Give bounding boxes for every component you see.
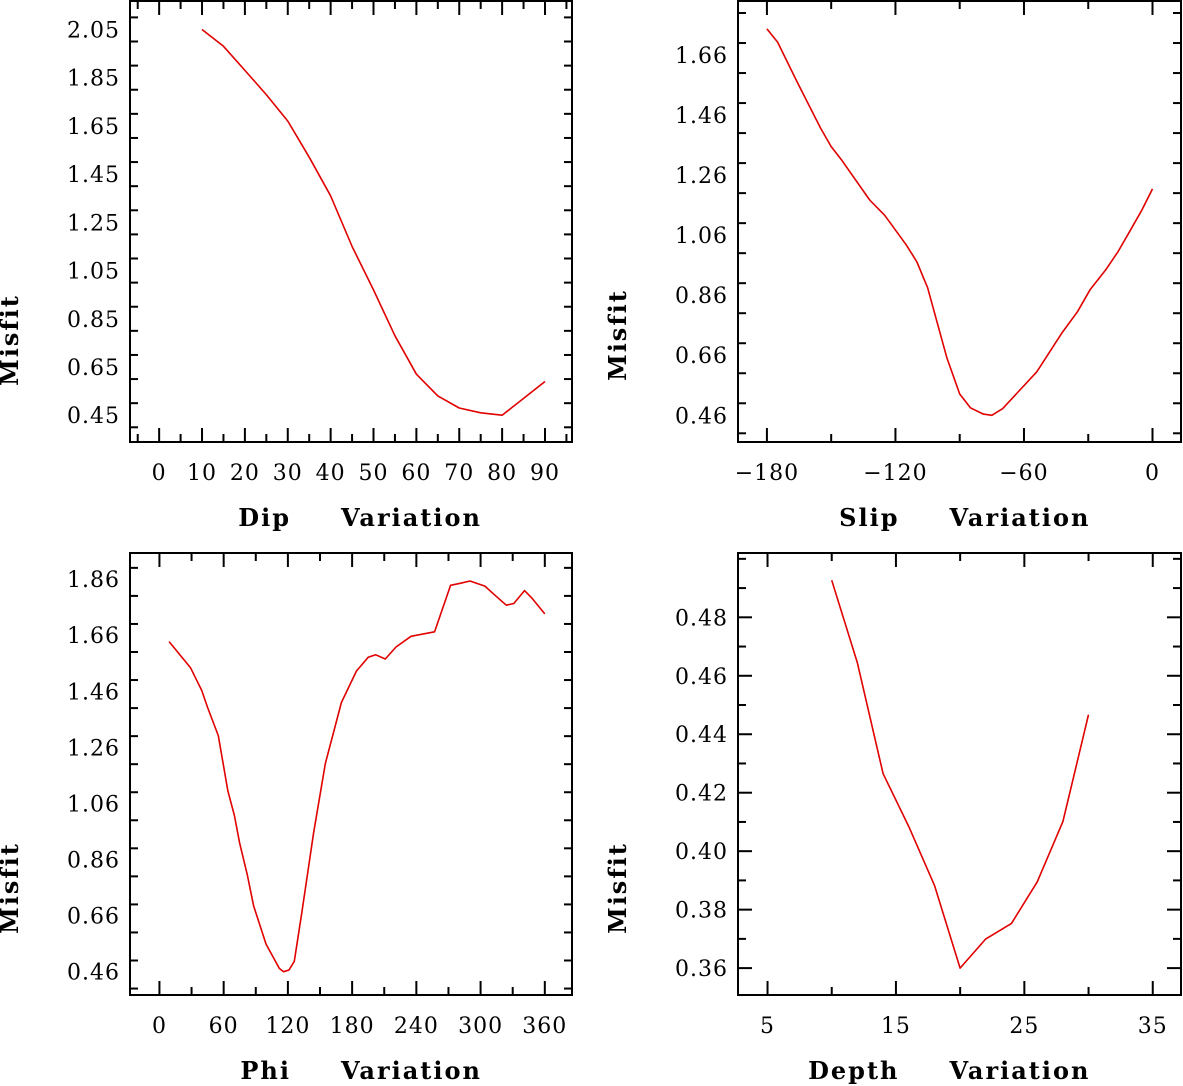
y-tick-label: 0.86 xyxy=(67,849,120,874)
y-tick-label: 1.26 xyxy=(675,164,728,189)
x-tick-label: −180 xyxy=(735,461,799,486)
y-tick-label: 1.86 xyxy=(67,568,120,593)
y-tick-label: 0.86 xyxy=(675,284,728,309)
y-tick-label: 1.46 xyxy=(67,680,120,705)
y-axis-label: Misfit xyxy=(0,842,24,934)
y-tick-label: 0.46 xyxy=(675,665,728,690)
y-tick-label: 2.05 xyxy=(67,18,120,43)
y-tick-label: 1.45 xyxy=(67,163,120,188)
y-tick-label: 0.48 xyxy=(675,606,728,631)
y-tick-label: 0.42 xyxy=(675,782,728,807)
x-tick-label: 5 xyxy=(760,1014,775,1039)
x-tick-label: 180 xyxy=(330,1014,375,1039)
misfit-line-slip xyxy=(766,28,1154,417)
x-axis-label-parameter: Slip xyxy=(839,503,899,532)
x-tick-label: 360 xyxy=(522,1014,567,1039)
x-tick-label: 60 xyxy=(401,461,431,486)
y-tick-label: 1.66 xyxy=(675,44,728,69)
y-tick-label: 0.40 xyxy=(675,840,728,865)
x-tick-label: −60 xyxy=(999,461,1048,486)
y-tick-label: 1.66 xyxy=(67,624,120,649)
plot-frame xyxy=(737,552,1182,996)
y-tick-label: 1.65 xyxy=(67,115,120,140)
y-tick-label: 1.46 xyxy=(675,104,728,129)
misfit-line-dip xyxy=(201,28,546,417)
x-tick-label: 0 xyxy=(1145,461,1160,486)
y-tick-label: 0.38 xyxy=(675,899,728,924)
y-tick-label: 1.06 xyxy=(67,792,120,817)
x-tick-label: 80 xyxy=(487,461,517,486)
panel-slip: 0.46 0.66 0.86 1.06 1.26 1.46 1.66 −180 −120 −60 0… xyxy=(603,0,1182,532)
x-axis-label-variation: Variation xyxy=(949,503,1091,532)
y-tick-label: 0.85 xyxy=(67,308,120,333)
y-tick-label: 0.65 xyxy=(67,356,120,381)
y-axis-label: Misfit xyxy=(603,842,632,934)
y-tick-label: 0.45 xyxy=(67,404,120,429)
y-axis-label: Misfit xyxy=(0,294,24,386)
x-tick-label: 35 xyxy=(1138,1014,1168,1039)
y-tick-label: 1.05 xyxy=(67,260,120,285)
y-axis-label: Misfit xyxy=(603,289,632,381)
x-tick-label: 0 xyxy=(152,461,167,486)
panel-phi: 0.46 0.66 0.86 1.06 1.26 1.46 1.66 1.86 0 60 120 18… xyxy=(0,552,573,1085)
x-tick-label: 10 xyxy=(187,461,217,486)
y-tick-label: 1.06 xyxy=(675,224,728,249)
x-axis-label-variation: Variation xyxy=(340,1056,482,1085)
x-tick-label: 70 xyxy=(444,461,474,486)
plot-frame xyxy=(129,552,573,996)
x-tick-label: 90 xyxy=(530,461,560,486)
x-tick-label: 20 xyxy=(230,461,260,486)
x-axis-label-parameter: Dip xyxy=(238,503,291,532)
y-tick-label: 0.44 xyxy=(675,723,728,748)
x-tick-label: 50 xyxy=(359,461,389,486)
x-axis-label-variation: Variation xyxy=(949,1056,1091,1085)
y-tick-label: 0.46 xyxy=(675,404,728,429)
x-tick-label: −120 xyxy=(863,461,927,486)
x-axis-label-parameter: Depth xyxy=(808,1056,899,1085)
y-tick-label: 1.26 xyxy=(67,736,120,761)
x-tick-label: 240 xyxy=(394,1014,439,1039)
plot-frame xyxy=(129,0,573,443)
x-tick-label: 0 xyxy=(152,1014,167,1039)
y-tick-label: 1.25 xyxy=(67,211,120,236)
x-tick-label: 40 xyxy=(316,461,346,486)
x-tick-label: 15 xyxy=(881,1014,911,1039)
x-axis-label-variation: Variation xyxy=(340,503,482,532)
panel-dip: 0.45 0.65 0.85 1.05 1.25 1.45 1.65 1.85 2.05 0 10 2… xyxy=(0,0,573,532)
y-tick-label: 0.66 xyxy=(67,905,120,930)
x-axis-label-parameter: Phi xyxy=(240,1056,291,1085)
x-tick-label: 120 xyxy=(265,1014,310,1039)
misfit-line-phi xyxy=(168,580,546,973)
y-tick-label: 0.36 xyxy=(675,957,728,982)
misfit-line-depth xyxy=(830,579,1090,969)
plot-frame xyxy=(737,0,1182,443)
x-tick-label: 300 xyxy=(458,1014,503,1039)
panel-depth: 0.36 0.38 0.40 0.42 0.44 0.46 0.48 5 15 25 35 Depth… xyxy=(603,552,1182,1085)
y-tick-label: 0.66 xyxy=(675,344,728,369)
x-tick-label: 25 xyxy=(1009,1014,1039,1039)
y-tick-label: 1.85 xyxy=(67,67,120,92)
x-tick-label: 30 xyxy=(273,461,303,486)
x-tick-label: 60 xyxy=(209,1014,239,1039)
y-tick-label: 0.46 xyxy=(67,961,120,986)
